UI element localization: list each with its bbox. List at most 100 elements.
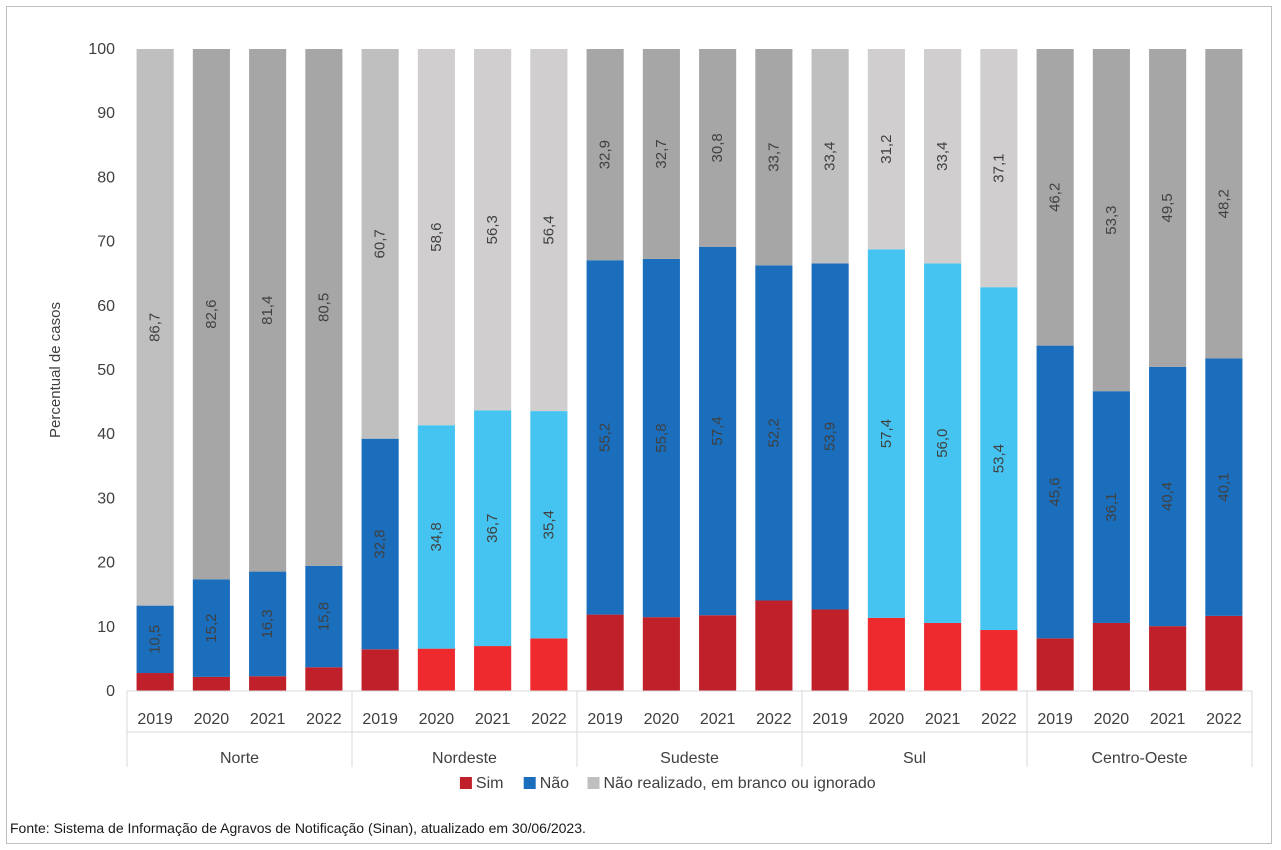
x-group-label: Nordeste [432,750,497,767]
data-label-nr: 82,6 [203,300,220,329]
data-label-nr: 37,1 [990,153,1007,182]
x-tick-label-year: 2021 [700,711,736,728]
x-group-label: Norte [220,750,259,767]
bar-segment-nr [980,49,1018,288]
data-label-nr: 60,7 [372,229,389,258]
bar-segment-sim [249,676,287,691]
bar-segment-sim [305,667,343,691]
source-note: Fonte: Sistema de Informação de Agravos … [10,820,586,836]
legend-swatch-nao [523,777,536,789]
data-label-nr: 48,2 [1215,189,1232,218]
data-label-nr: 32,7 [653,139,670,168]
bar-segment-nr [530,49,568,412]
bar-segment-sim [530,638,568,691]
y-tick-label: 80 [97,169,115,186]
data-label-nao: 16,3 [259,609,276,638]
bar-segment-nao [136,605,174,674]
x-tick-label-year: 2020 [194,711,230,728]
bar-segment-sim [361,649,399,691]
data-label-nr: 49,5 [1159,193,1176,222]
bar-segment-nr [699,49,737,247]
x-group-label: Sul [903,750,926,767]
bars: 10,5 86,7 15,2 82,6 16,3 81,4 15,8 80,5 32,8 60,7… [136,49,1243,691]
y-tick-label: 70 [97,234,115,251]
chart-frame: 0 10 20 30 40 50 60 70 80 90 100 Percentual de cas… [6,6,1272,844]
y-axis: 0 10 20 30 40 50 60 70 80 90 100 [88,41,115,700]
bar-segment-sim [811,609,849,691]
x-tick-label-year: 2021 [250,711,286,728]
x-tick-label-year: 2020 [419,711,455,728]
x-tick-label-year: 2019 [362,711,398,728]
bar-segment-nr [417,49,455,426]
data-label-nao: 40,1 [1215,473,1232,502]
x-tick-label-year: 2019 [587,711,623,728]
bar-segment-sim [642,617,680,691]
bar-segment-nr [1205,49,1243,359]
data-label-nr: 80,5 [315,293,332,322]
data-label-nr: 56,4 [540,215,557,244]
data-label-nr: 86,7 [147,313,164,342]
y-tick-label: 40 [97,426,115,443]
bar-segment-nao [249,571,287,677]
data-label-nao: 57,4 [709,416,726,445]
bar-segment-sim [924,622,962,691]
bar-segment-sim [1092,622,1130,691]
x-tick-label-year: 2021 [1150,711,1186,728]
data-label-nr: 56,3 [484,215,501,244]
x-group-label: Sudeste [660,750,719,767]
x-tick-label-year: 2022 [306,711,342,728]
bar-segment-nao [867,249,905,618]
bar-segment-nao [699,246,737,616]
bar-segment-nr [924,49,962,264]
bar-segment-nr [474,49,512,411]
bar-segment-nr [305,49,343,566]
y-tick-label: 50 [97,362,115,379]
bar-segment-nr [249,49,287,572]
x-tick-label-year: 2021 [925,711,961,728]
bar-segment-nr [867,49,905,250]
bar-segment-sim [755,600,793,691]
bar-segment-nr [1149,49,1187,367]
bar-segment-nr [361,49,399,439]
bar-segment-nao [586,260,624,615]
data-label-nao: 15,2 [203,613,220,642]
x-tick-label-year: 2019 [812,711,848,728]
data-label-nao: 52,2 [765,418,782,447]
legend-label-sim: Sim [476,775,504,792]
x-group-label: Centro-Oeste [1091,750,1187,767]
bar-segment-nr [1036,49,1074,346]
bar-segment-sim [980,630,1018,691]
legend-label-nr: Não realizado, em branco ou ignorado [604,775,876,792]
bar-segment-nr [1092,49,1130,392]
data-label-nao: 57,4 [878,419,895,448]
y-tick-label: 60 [97,298,115,315]
x-tick-label-year: 2019 [137,711,173,728]
data-label-nao: 10,5 [147,625,164,654]
bar-segment-nao [1036,345,1074,639]
data-label-nao: 36,7 [484,514,501,543]
data-label-nao: 32,8 [372,529,389,558]
data-label-nao: 55,2 [597,423,614,452]
data-label-nr: 33,7 [765,143,782,172]
legend: Sim Não Não realizado, em branco ou ignora… [459,775,876,792]
bar-segment-nao [361,438,399,650]
y-tick-label: 0 [106,683,115,700]
bar-segment-nao [305,565,343,668]
bar-segment-nao [980,287,1018,631]
x-tick-label-year: 2022 [981,711,1017,728]
y-axis-label: Percentual de casos [47,302,64,438]
data-label-nr: 46,2 [1047,183,1064,212]
bar-segment-nr [192,49,230,580]
bar-segment-nao [755,265,793,601]
bar-segment-nr [755,49,793,266]
x-tick-label-year: 2022 [1206,711,1242,728]
data-label-nao: 56,0 [934,429,951,458]
bar-segment-nr [811,49,849,264]
x-tick-label-year: 2022 [531,711,567,728]
bar-segment-sim [1205,615,1243,691]
bar-segment-nao [924,263,962,623]
bar-segment-nao [1149,366,1187,627]
x-tick-label-year: 2019 [1037,711,1073,728]
legend-label-nao: Não [540,775,569,792]
y-tick-label: 90 [97,105,115,122]
